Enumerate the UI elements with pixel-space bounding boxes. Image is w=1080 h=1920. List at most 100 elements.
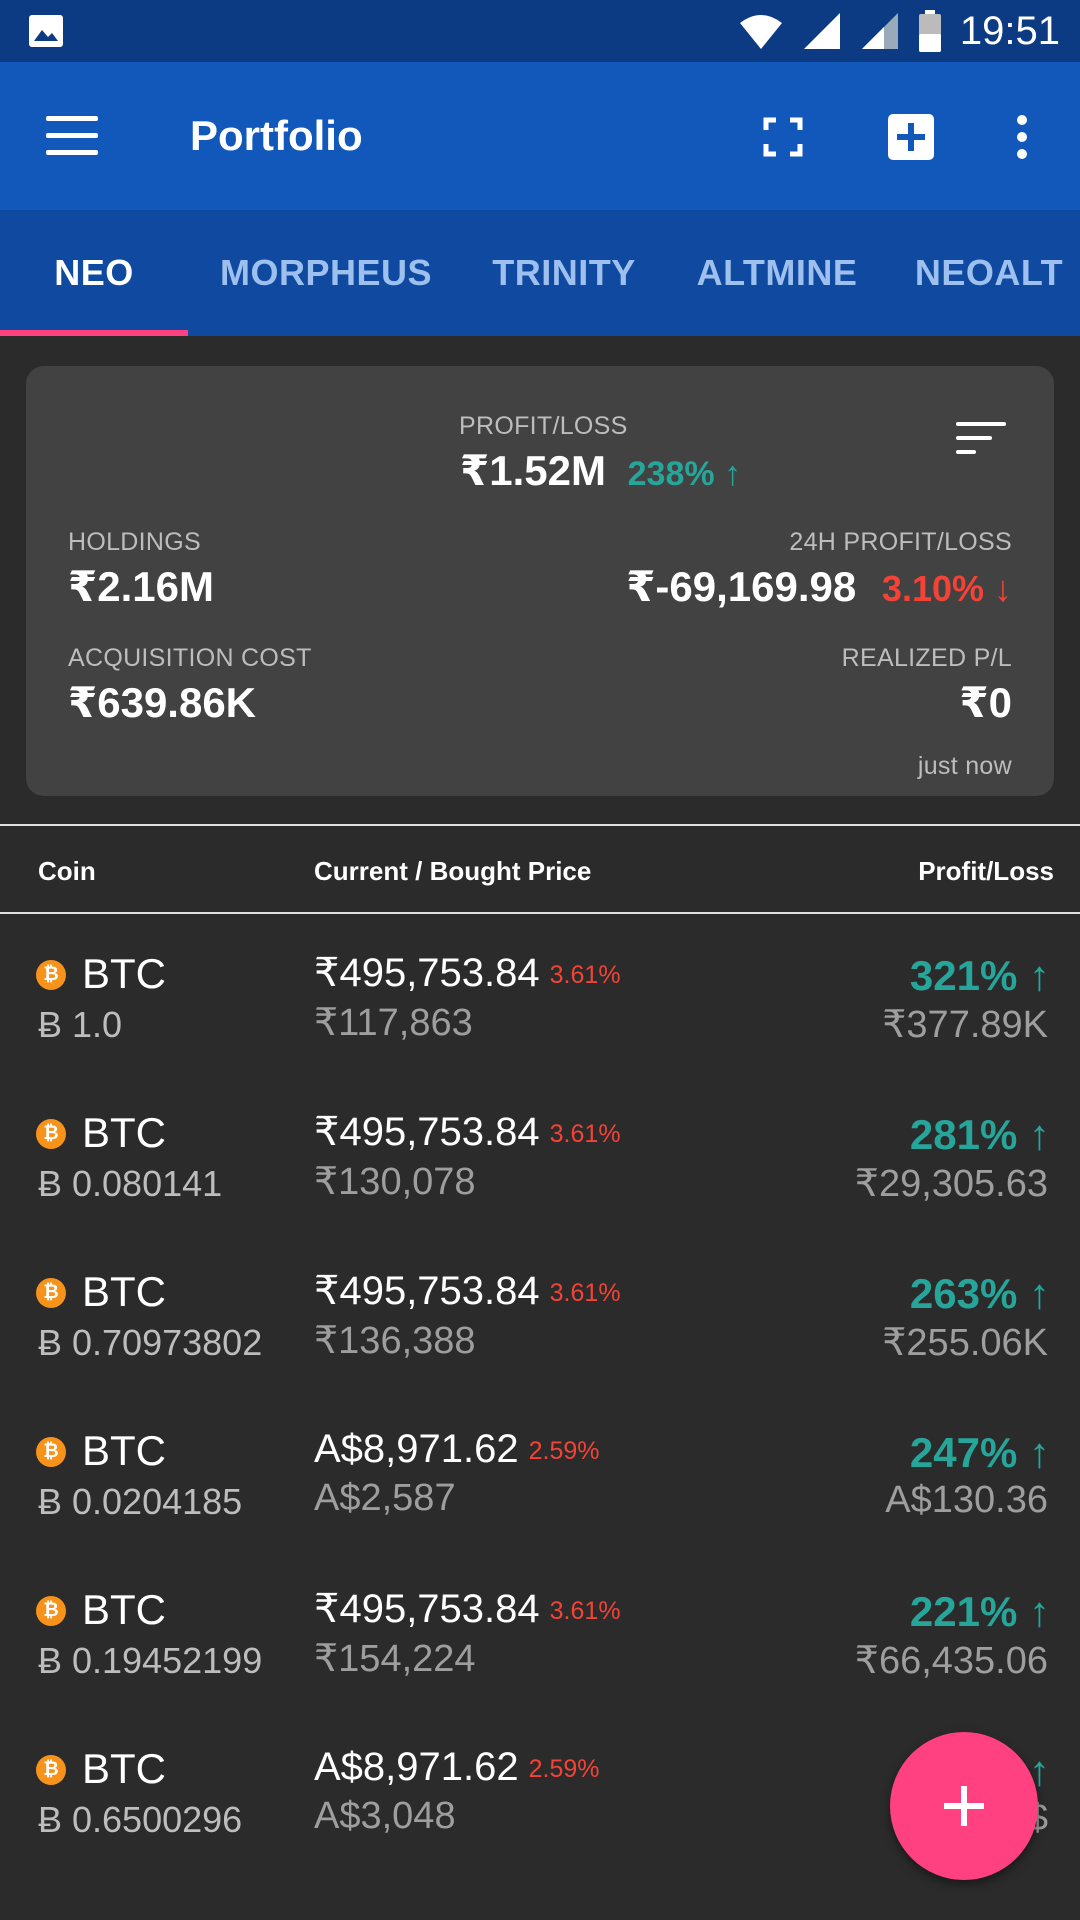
signal-icon — [803, 13, 840, 49]
summary-card: PROFIT/LOSS ₹1.52M 238% ↑ HOLDINGS ₹2.16… — [26, 366, 1054, 796]
bought-price: A$2,587 — [314, 1477, 456, 1519]
profit-loss-value: ₹1.52M 238% ↑ — [460, 446, 741, 495]
holdings-label: HOLDINGS — [68, 528, 201, 556]
acquisition-cost-label: ACQUISITION COST — [68, 644, 312, 672]
coin-name: BTC — [82, 950, 166, 997]
24h-pct: 3.10% ↓ — [881, 568, 1012, 609]
realized-pl-label: REALIZED P/L — [841, 644, 1012, 672]
status-time: 19:51 — [959, 8, 1060, 53]
price-change: 2.59% — [528, 1436, 600, 1465]
price-change: 3.61% — [549, 1119, 621, 1148]
price-change: 2.59% — [528, 1754, 600, 1783]
profit-loss-label: PROFIT/LOSS — [459, 412, 628, 440]
24h-value: ₹-69,169.98 3.10% ↓ — [626, 562, 1012, 611]
tab-indicator — [0, 330, 188, 336]
current-price-value: ₹495,753.84 — [314, 1269, 540, 1313]
current-price: ₹495,753.84 3.61% — [314, 1268, 621, 1314]
profit-loss-pct: 281% ↑ — [909, 1111, 1050, 1158]
divider — [0, 912, 1080, 914]
bought-price: ₹136,388 — [314, 1320, 476, 1362]
table-row[interactable]: ₿ BTC Ƀ 0.080141 ₹495,753.84 3.61% ₹130,078 28… — [0, 1103, 1080, 1261]
sort-icon[interactable] — [956, 422, 1006, 458]
24h-label: 24H PROFIT/LOSS — [789, 528, 1012, 556]
status-bar: 19:51 — [0, 0, 1080, 62]
coin-name: BTC — [82, 1745, 166, 1792]
coin-name: BTC — [82, 1268, 166, 1315]
current-price-value: ₹495,753.84 — [314, 1110, 540, 1154]
bitcoin-icon: ₿ — [36, 960, 66, 990]
col-coin[interactable]: Coin — [38, 856, 96, 886]
table-row[interactable]: ₿ BTC Ƀ 0.70973802 ₹495,753.84 3.61% ₹136,388… — [0, 1262, 1080, 1420]
coin-quantity: Ƀ 0.70973802 — [38, 1322, 263, 1363]
battery-icon — [918, 10, 941, 52]
fullscreen-icon[interactable] — [758, 112, 808, 162]
profit-loss-amount: ₹1.52M — [460, 447, 606, 494]
plus-icon — [944, 1786, 984, 1826]
current-price: A$8,971.62 2.59% — [314, 1745, 600, 1790]
current-price-value: ₹495,753.84 — [314, 1587, 540, 1631]
coin-name: BTC — [82, 1109, 166, 1156]
tab-neo[interactable]: NEO — [54, 252, 134, 293]
last-updated: just now — [917, 752, 1012, 780]
price-change: 3.61% — [549, 1596, 621, 1625]
col-profit-loss[interactable]: Profit/Loss — [918, 856, 1054, 886]
tab-bar: NEO MORPHEUS TRINITY ALTMINE NEOALT — [0, 210, 1080, 336]
realized-pl-value: ₹0 — [959, 679, 1012, 726]
current-price-value: A$8,971.62 — [314, 1427, 519, 1471]
app-bar: Portfolio — [0, 62, 1080, 210]
profit-loss-pct: 321% ↑ — [909, 952, 1050, 999]
wifi-icon — [739, 15, 782, 49]
table-row[interactable]: ₿ BTC Ƀ 1.0 ₹495,753.84 3.61% ₹117,863 321% ↑ ₹… — [0, 944, 1080, 1102]
menu-icon[interactable] — [46, 116, 98, 156]
coin-name: BTC — [82, 1427, 166, 1474]
more-vert-icon[interactable] — [1000, 112, 1050, 162]
image-icon — [29, 15, 63, 47]
table-row[interactable]: ₿ BTC Ƀ 0.0204185 A$8,971.62 2.59% A$2,587 247… — [0, 1421, 1080, 1579]
24h-amount: ₹-69,169.98 — [626, 563, 857, 610]
acquisition-cost-value: ₹639.86K — [68, 679, 257, 726]
bought-price: A$3,048 — [314, 1795, 456, 1837]
price-change: 3.61% — [549, 960, 621, 989]
coin-quantity: Ƀ 0.0204185 — [38, 1481, 243, 1522]
current-price-value: A$8,971.62 — [314, 1745, 519, 1789]
profit-loss-value: A$130.36 — [885, 1479, 1048, 1521]
page-title: Portfolio — [190, 112, 363, 159]
bitcoin-icon: ₿ — [36, 1755, 66, 1785]
coin-quantity: Ƀ 0.6500296 — [38, 1799, 243, 1840]
bitcoin-icon: ₿ — [36, 1119, 66, 1149]
holdings-value: ₹2.16M — [68, 563, 214, 610]
current-price: ₹495,753.84 3.61% — [314, 1109, 621, 1155]
bitcoin-icon: ₿ — [36, 1278, 66, 1308]
coin-quantity: Ƀ 1.0 — [38, 1004, 123, 1045]
profit-loss-pct: 247% ↑ — [909, 1429, 1050, 1476]
col-price[interactable]: Current / Bought Price — [314, 856, 592, 886]
tab-trinity[interactable]: TRINITY — [492, 252, 636, 293]
profit-loss-pct: 263% ↑ — [909, 1270, 1050, 1317]
bought-price: ₹117,863 — [314, 1002, 473, 1044]
coin-quantity: Ƀ 0.19452199 — [38, 1640, 263, 1681]
add-box-icon[interactable] — [886, 112, 936, 162]
current-price-value: ₹495,753.84 — [314, 951, 540, 995]
tab-morpheus[interactable]: MORPHEUS — [219, 252, 433, 293]
bought-price: ₹154,224 — [314, 1638, 476, 1680]
profit-loss-value: ₹255.06K — [882, 1322, 1048, 1364]
signal-icon — [861, 13, 898, 49]
profit-loss-value: ₹66,435.06 — [854, 1640, 1048, 1682]
divider — [0, 824, 1080, 826]
add-fab[interactable] — [890, 1732, 1038, 1880]
tab-neoalt[interactable]: NEOALT — [914, 252, 1064, 293]
coin-name: BTC — [82, 1586, 166, 1633]
price-change: 3.61% — [549, 1278, 621, 1307]
current-price: A$8,971.62 2.59% — [314, 1427, 600, 1472]
coin-quantity: Ƀ 0.080141 — [38, 1163, 223, 1204]
bought-price: ₹130,078 — [314, 1161, 476, 1203]
profit-loss-pct: 238% ↑ — [627, 455, 742, 493]
bitcoin-icon: ₿ — [36, 1596, 66, 1626]
profit-loss-value: ₹29,305.63 — [854, 1163, 1048, 1205]
bitcoin-icon: ₿ — [36, 1437, 66, 1467]
profit-loss-pct: 221% ↑ — [909, 1588, 1050, 1635]
tab-altmine[interactable]: ALTMINE — [696, 252, 858, 293]
current-price: ₹495,753.84 3.61% — [314, 1586, 621, 1632]
table-row[interactable]: ₿ BTC Ƀ 0.19452199 ₹495,753.84 3.61% ₹154,224… — [0, 1580, 1080, 1738]
